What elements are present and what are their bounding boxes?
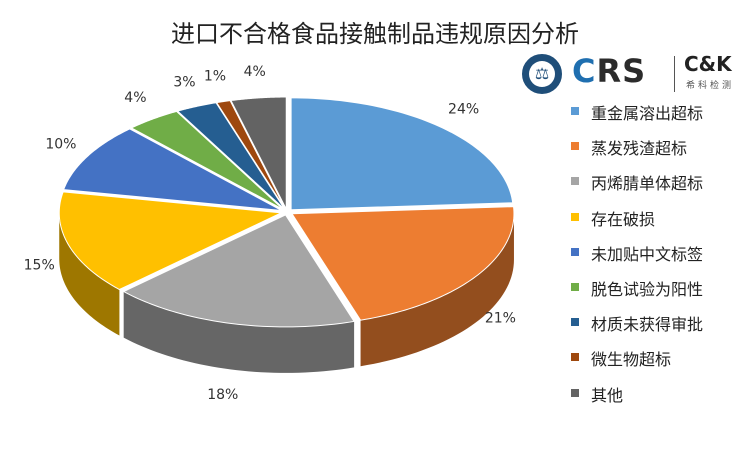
data-label: 15% <box>24 258 55 274</box>
legend-item: 蒸发残渣超标 <box>571 135 746 170</box>
ck-logo-text: C&K <box>684 52 732 76</box>
legend-item: 脱色试验为阳性 <box>571 276 746 311</box>
logo-divider <box>674 56 675 92</box>
legend-label: 蒸发残渣超标 <box>591 139 688 159</box>
ck-logo-subtitle: 希科检测 <box>686 81 735 91</box>
legend-item: 未加贴中文标签 <box>571 241 746 276</box>
legend-label: 脱色试验为阳性 <box>591 279 704 299</box>
chart-title: 进口不合格食品接触制品违规原因分析 <box>171 20 579 48</box>
cirs-logo-text: CRS <box>572 52 647 90</box>
pie-slice-side <box>59 212 120 336</box>
legend-swatch <box>571 247 579 256</box>
data-label: 1% <box>204 69 226 85</box>
legend-swatch <box>571 388 579 397</box>
legend-item: 存在破损 <box>571 206 746 241</box>
pie-slice-side <box>360 213 514 367</box>
pie-slice <box>215 100 286 210</box>
data-label: 18% <box>207 387 238 403</box>
legend-label: 材质未获得审批 <box>591 315 704 335</box>
legend-item: 材质未获得审批 <box>571 311 746 346</box>
legend-swatch <box>571 142 579 151</box>
pie-slice-side <box>123 291 355 373</box>
data-label: 3% <box>173 75 195 91</box>
seal-icon: ⚖ <box>522 54 562 94</box>
legend-item: 重金属溶出超标 <box>571 100 746 135</box>
pie-slice <box>58 191 284 291</box>
cirs-ck-logo: ⚖ CRS C&K 希科检测 <box>518 52 750 100</box>
legend-swatch <box>571 212 579 221</box>
data-label: 4% <box>244 64 266 80</box>
legend-swatch <box>571 353 579 362</box>
legend-item: 丙烯腈单体超标 <box>571 170 746 205</box>
legend-label: 重金属溶出超标 <box>591 104 704 123</box>
legend-label: 丙烯腈单体超标 <box>591 174 704 194</box>
legend-label: 未加贴中文标签 <box>591 244 704 264</box>
pie-slice <box>122 214 355 328</box>
legend-item: 其他 <box>571 382 746 417</box>
legend-label: 微生物超标 <box>591 350 672 370</box>
data-label: 21% <box>485 311 516 327</box>
data-label: 24% <box>448 102 479 118</box>
pie-slice <box>290 97 514 211</box>
pie-slice <box>176 102 286 210</box>
pie-slice <box>62 128 282 212</box>
legend-item: 微生物超标 <box>571 346 746 381</box>
pie-slice <box>291 206 515 321</box>
legend-swatch <box>571 282 579 291</box>
legend-swatch <box>571 318 579 327</box>
pie-slice <box>130 110 284 211</box>
legend-swatch <box>571 107 579 115</box>
data-label: 4% <box>124 90 146 106</box>
legend-label: 存在破损 <box>591 209 656 229</box>
chart-legend: 重金属溶出超标 蒸发残渣超标 丙烯腈单体超标 存在破损未加贴中文标签 脱色试验为阳性 材质… <box>571 100 746 417</box>
legend-swatch <box>571 177 579 186</box>
pie-slice <box>230 96 287 210</box>
legend-label: 其他 <box>591 385 624 405</box>
data-label: 10% <box>45 137 76 153</box>
